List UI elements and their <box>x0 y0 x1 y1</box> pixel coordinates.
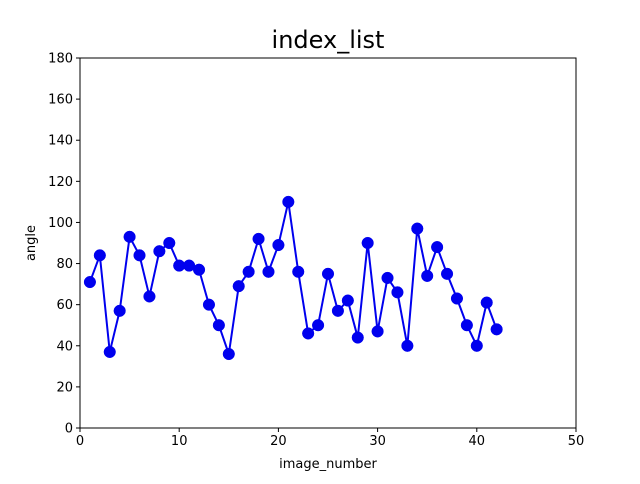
data-point <box>222 347 235 361</box>
x-tick-label: 50 <box>568 434 585 449</box>
data-point <box>401 339 414 352</box>
chart-title: index_list <box>272 26 385 54</box>
data-point <box>123 230 136 243</box>
x-tick-label: 30 <box>369 434 386 449</box>
data-point <box>381 271 394 284</box>
data-point <box>411 222 424 235</box>
data-point <box>93 249 106 262</box>
data-point <box>302 327 315 340</box>
y-tick-label: 40 <box>56 339 73 354</box>
data-point <box>321 267 335 280</box>
data-point <box>282 195 295 208</box>
data-point <box>262 265 275 278</box>
data-point <box>312 319 325 332</box>
plot-frame <box>79 57 577 429</box>
data-point <box>232 280 245 293</box>
y-tick-label: 0 <box>65 422 73 437</box>
data-point <box>202 298 216 311</box>
data-point <box>431 241 444 254</box>
data-point <box>113 304 126 317</box>
y-tick-label: 140 <box>48 134 73 149</box>
data-point <box>470 339 483 352</box>
x-axis-label: image_number <box>279 457 377 472</box>
data-point <box>351 331 364 344</box>
x-axis: 0 10 20 30 40 50 <box>76 428 584 449</box>
data-point <box>153 245 166 258</box>
data-point <box>371 325 384 338</box>
y-axis-label: angle <box>24 225 39 261</box>
data-point <box>361 236 374 250</box>
data-point <box>421 269 434 282</box>
data-point <box>460 319 473 332</box>
x-tick-label: 20 <box>270 434 287 449</box>
data-point <box>331 304 344 317</box>
data-point <box>163 236 176 250</box>
data-point <box>391 286 404 299</box>
x-tick-label: 10 <box>171 434 188 449</box>
data-point <box>450 292 464 305</box>
data-point <box>133 249 146 262</box>
data-point <box>490 323 503 336</box>
y-axis: 0 20 40 60 80 100 120 140 160 180 <box>48 52 80 437</box>
data-series <box>83 195 503 361</box>
data-point <box>212 319 225 332</box>
y-tick-label: 180 <box>48 52 73 67</box>
data-point <box>192 263 206 276</box>
data-point <box>83 276 96 289</box>
x-tick-label: 0 <box>76 434 84 449</box>
data-point <box>103 345 116 358</box>
data-point <box>440 267 454 280</box>
data-point <box>292 265 305 278</box>
data-point <box>242 265 255 278</box>
y-tick-label: 160 <box>48 93 73 108</box>
y-tick-label: 60 <box>56 298 73 313</box>
y-tick-label: 20 <box>56 380 73 395</box>
data-point <box>341 294 354 307</box>
data-point <box>252 232 265 245</box>
y-tick-label: 80 <box>56 257 73 272</box>
data-point <box>480 296 493 309</box>
data-point <box>272 239 285 252</box>
y-tick-label: 120 <box>48 175 73 190</box>
x-tick-label: 40 <box>469 434 486 449</box>
data-point <box>143 290 156 303</box>
y-tick-label: 100 <box>48 216 73 231</box>
